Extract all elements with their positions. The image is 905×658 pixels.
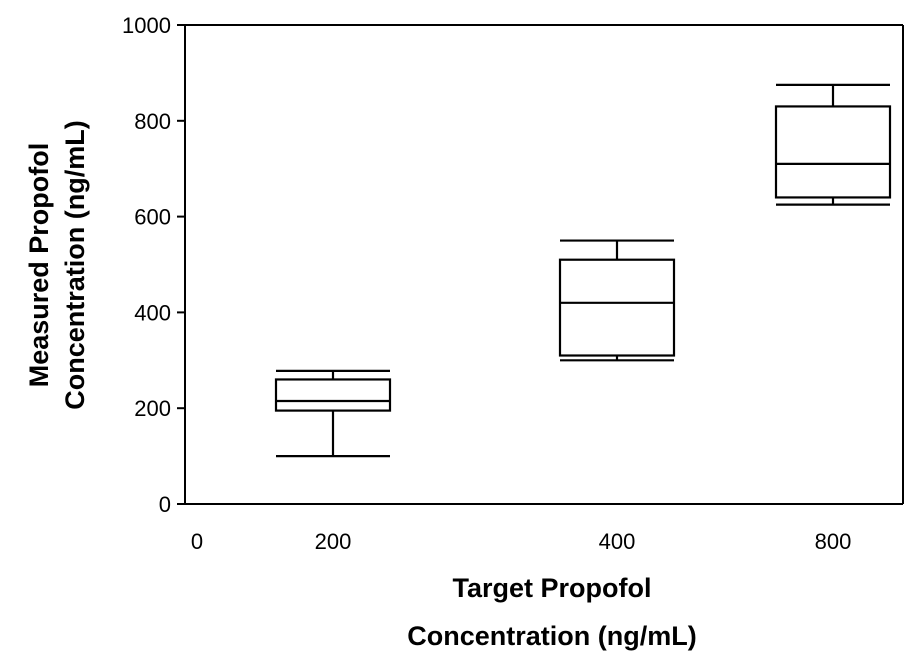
box-200 [274, 369, 392, 458]
y-tick-label: 1000 [122, 13, 171, 38]
y-tick-label: 200 [134, 396, 171, 421]
x-axis-title: Target Propofol Concentration (ng/mL) [407, 573, 696, 651]
y-tick-label: 0 [159, 492, 171, 517]
x-axis-title-line-1: Target Propofol [453, 573, 652, 603]
boxes [274, 83, 892, 458]
x-tick-label: 200 [315, 529, 352, 554]
x-tick-label: 800 [815, 529, 852, 554]
y-axis-title: Measured Propofol Concentration (ng/mL) [24, 120, 90, 409]
y-tick-label: 800 [134, 109, 171, 134]
iqr-box [774, 105, 892, 199]
x-tick-label: 400 [599, 529, 636, 554]
y-tick-label: 400 [134, 300, 171, 325]
y-axis-title-line-1: Measured Propofol [24, 143, 54, 388]
x-origin-tick-label: 0 [191, 529, 203, 554]
y-tick-label: 600 [134, 205, 171, 230]
iqr-box [558, 258, 676, 357]
y-axis-title-line-2: Concentration (ng/mL) [60, 120, 90, 409]
axes: 0 200 400 600 800 1000 200 400 800 [122, 13, 904, 554]
x-axis-title-line-2: Concentration (ng/mL) [407, 621, 696, 651]
box-400 [558, 239, 676, 362]
box-800 [774, 83, 892, 206]
iqr-box [274, 378, 392, 412]
